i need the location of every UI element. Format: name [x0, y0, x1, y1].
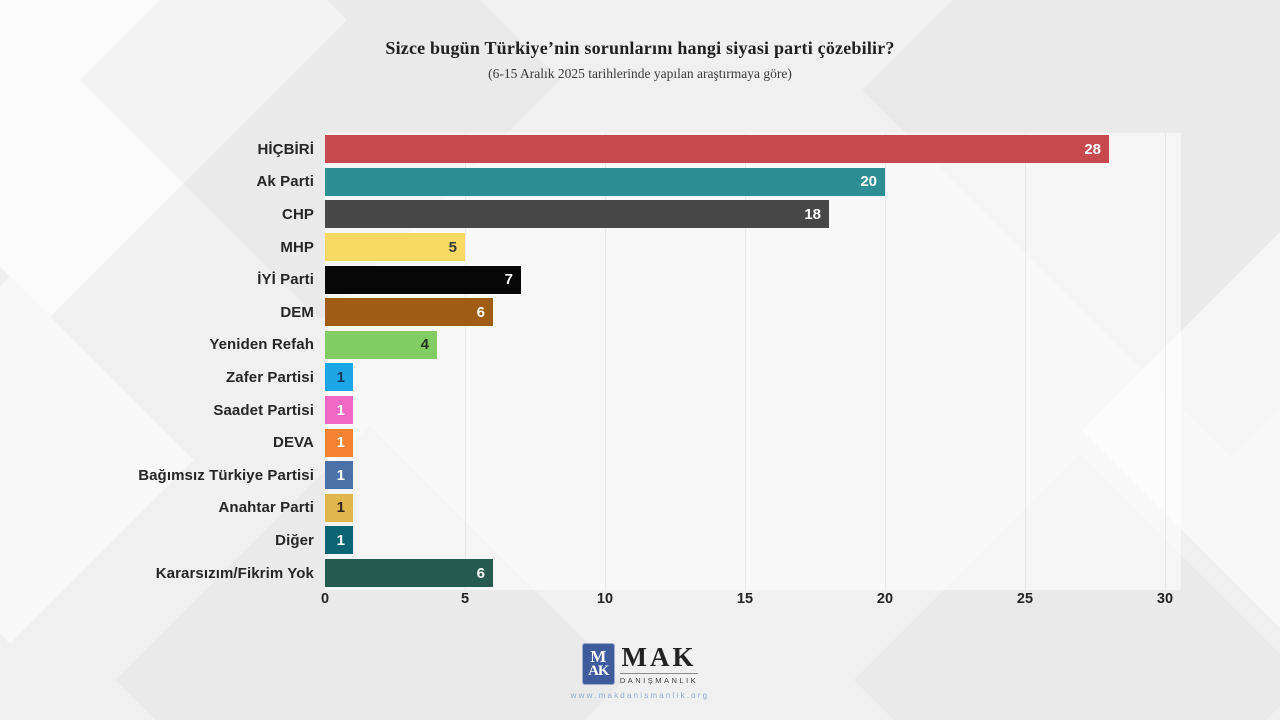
chart-row: MHP 5 — [0, 231, 1280, 264]
bar-track: 18 — [325, 200, 1280, 229]
mak-logo-icon: M AK — [581, 643, 615, 685]
bar-track: 4 — [325, 330, 1280, 359]
chart-row: DEVA 1 — [0, 426, 1280, 459]
category-label: Saadet Partisi — [213, 401, 314, 419]
category-label: Yeniden Refah — [209, 336, 314, 354]
chart-row: HİÇBİRİ 28 — [0, 133, 1280, 166]
chart-row: Diğer 1 — [0, 524, 1280, 557]
chart-row: DEM 6 — [0, 296, 1280, 329]
bar-value-label: 28 — [1084, 140, 1101, 158]
bar-track: 20 — [325, 167, 1280, 196]
bar: 1 — [325, 396, 353, 425]
chart-header: Sizce bugün Türkiye’nin sorunlarını hang… — [0, 38, 1280, 82]
bar-value-label: 4 — [420, 336, 429, 354]
bar-value-label: 1 — [336, 401, 345, 419]
bar-value-label: 20 — [860, 173, 877, 191]
x-tick-label-0: 0 — [320, 591, 330, 607]
bar: 1 — [325, 493, 353, 522]
bar-value-label: 18 — [804, 205, 821, 223]
x-tick-label-20: 20 — [876, 591, 894, 607]
bar-value-label: 6 — [476, 564, 485, 582]
bar: 5 — [325, 233, 465, 262]
chart-row: Saadet Partisi 1 — [0, 394, 1280, 427]
mak-logo-text: MAK DANIŞMANLIK — [619, 641, 699, 685]
category-label: İYİ Parti — [257, 271, 314, 289]
bar: 28 — [325, 135, 1109, 164]
bar: 1 — [325, 461, 353, 490]
bar: 4 — [325, 330, 437, 359]
bar-track: 1 — [325, 396, 1280, 425]
chart-subtitle: (6-15 Aralık 2025 tarihlerinde yapılan a… — [488, 66, 792, 81]
bar: 18 — [325, 200, 829, 229]
bar-value-label: 1 — [336, 368, 345, 386]
logo-company-name: MAK — [621, 641, 697, 672]
chart-row: Zafer Partisi 1 — [0, 361, 1280, 394]
bar-track: 1 — [325, 526, 1280, 555]
x-axis: 0 5 10 15 20 25 30 — [0, 591, 1280, 611]
bar-value-label: 1 — [336, 466, 345, 484]
category-label: Diğer — [275, 531, 314, 549]
category-label: Ak Parti — [256, 173, 314, 191]
bar: 20 — [325, 167, 885, 196]
x-tick-label-25: 25 — [1016, 591, 1034, 607]
bar-track: 6 — [325, 559, 1280, 588]
category-label: CHP — [282, 205, 314, 223]
bar-value-label: 7 — [504, 271, 513, 289]
bar: 7 — [325, 265, 521, 294]
logo-website-url: www.makdanismanlik.org — [570, 691, 710, 700]
x-tick-label-30: 30 — [1156, 591, 1174, 607]
bar-track: 28 — [325, 135, 1280, 164]
bar: 6 — [325, 298, 493, 327]
category-label: MHP — [280, 238, 314, 256]
bar-value-label: 1 — [336, 434, 345, 452]
category-label: Bağımsız Türkiye Partisi — [138, 466, 314, 484]
category-label: DEM — [280, 303, 314, 321]
category-label: DEVA — [273, 434, 314, 452]
gridline-25 — [1025, 133, 1026, 590]
gridline-20 — [885, 133, 886, 590]
bar-track: 1 — [325, 363, 1280, 392]
bar-track: 1 — [325, 493, 1280, 522]
mak-logo: M AK MAK DANIŞMANLIK www.makdanismanlik.… — [0, 643, 1280, 700]
gridline-10 — [605, 133, 606, 590]
chart-row: İYİ Parti 7 — [0, 263, 1280, 296]
gridline-15 — [745, 133, 746, 590]
logo-mark-letters: AK — [588, 662, 609, 679]
chart-row: Yeniden Refah 4 — [0, 329, 1280, 362]
chart-row: Anahtar Parti 1 — [0, 492, 1280, 525]
bar: 6 — [325, 559, 493, 588]
bar-track: 5 — [325, 233, 1280, 262]
bar-value-label: 1 — [336, 499, 345, 517]
bar: 1 — [325, 428, 353, 457]
x-tick-label-5: 5 — [460, 591, 470, 607]
bar-value-label: 5 — [448, 238, 457, 256]
x-tick-label-10: 10 — [596, 591, 614, 607]
category-label: HİÇBİRİ — [257, 140, 314, 158]
category-label: Kararsızım/Fikrim Yok — [155, 564, 314, 582]
chart-row: Kararsızım/Fikrim Yok 6 — [0, 557, 1280, 590]
x-tick-label-15: 15 — [736, 591, 754, 607]
chart-title: Sizce bugün Türkiye’nin sorunlarını hang… — [385, 38, 895, 58]
logo-company-subtitle: DANIŞMANLIK — [619, 672, 699, 685]
bar: 1 — [325, 526, 353, 555]
mak-logo-lockup: M AK MAK DANIŞMANLIK — [581, 641, 699, 685]
bar-track: 1 — [325, 461, 1280, 490]
chart-row: Ak Parti 20 — [0, 166, 1280, 199]
logo-mark-letter: M — [590, 647, 607, 667]
chart-row: CHP 18 — [0, 198, 1280, 231]
bar-track: 7 — [325, 265, 1280, 294]
bar-track: 6 — [325, 298, 1280, 327]
bar-value-label: 1 — [336, 531, 345, 549]
gridline-5 — [465, 133, 466, 590]
bar: 1 — [325, 363, 353, 392]
bar-track: 1 — [325, 428, 1280, 457]
bar-value-label: 6 — [476, 303, 485, 321]
chart-row: Bağımsız Türkiye Partisi 1 — [0, 459, 1280, 492]
bar-chart: HİÇBİRİ 28 Ak Parti 20 CHP 18 MHP 5 İYİ Parti 7 DE… — [0, 133, 1280, 589]
category-label: Anahtar Parti — [218, 499, 314, 517]
category-label: Zafer Partisi — [225, 368, 314, 386]
